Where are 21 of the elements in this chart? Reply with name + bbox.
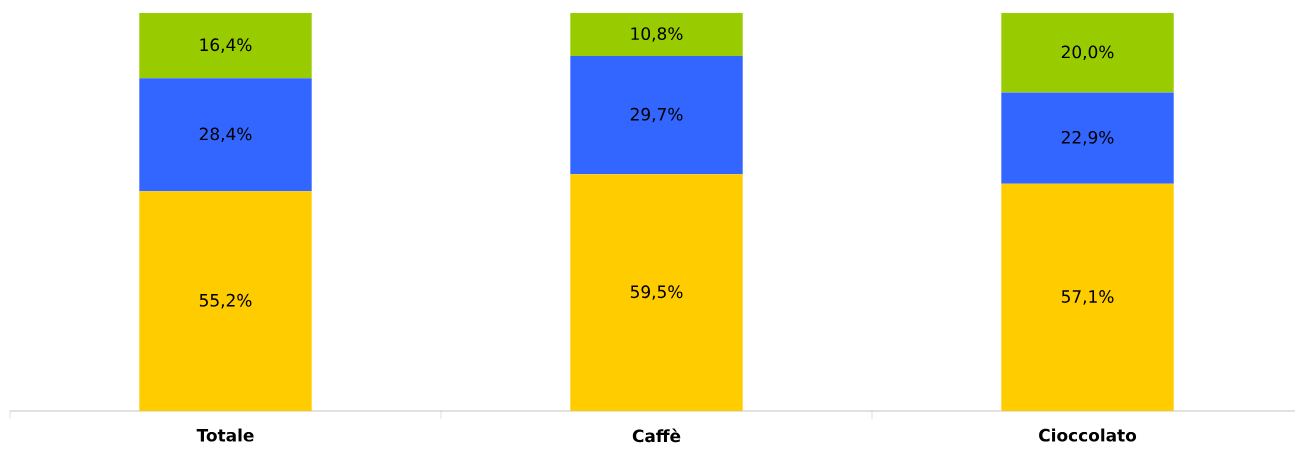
bar: [570, 55, 743, 175]
bar: [139, 191, 312, 411]
bar: [1001, 183, 1174, 411]
bar: [1001, 92, 1174, 184]
data-label: 57,1%: [1061, 290, 1114, 305]
bar: [570, 174, 743, 411]
data-label: 59,5%: [630, 285, 683, 300]
x-tick-label: Caffè: [632, 428, 681, 443]
bar: [570, 13, 743, 56]
x-tick-label: Totale: [196, 428, 254, 442]
data-label: 55,2%: [199, 293, 252, 309]
bar: [139, 13, 312, 79]
data-label: 10,8%: [631, 27, 683, 42]
data-label: 28,4%: [199, 127, 252, 143]
data-label: 29,7%: [630, 107, 683, 123]
data-label: 22,9%: [1061, 130, 1114, 146]
bar: [139, 78, 312, 192]
data-label: 20,0%: [1061, 45, 1114, 61]
x-tick-label: Cioccolato: [1039, 428, 1137, 442]
data-label: 16,4%: [200, 38, 252, 53]
bar: [1001, 13, 1174, 93]
